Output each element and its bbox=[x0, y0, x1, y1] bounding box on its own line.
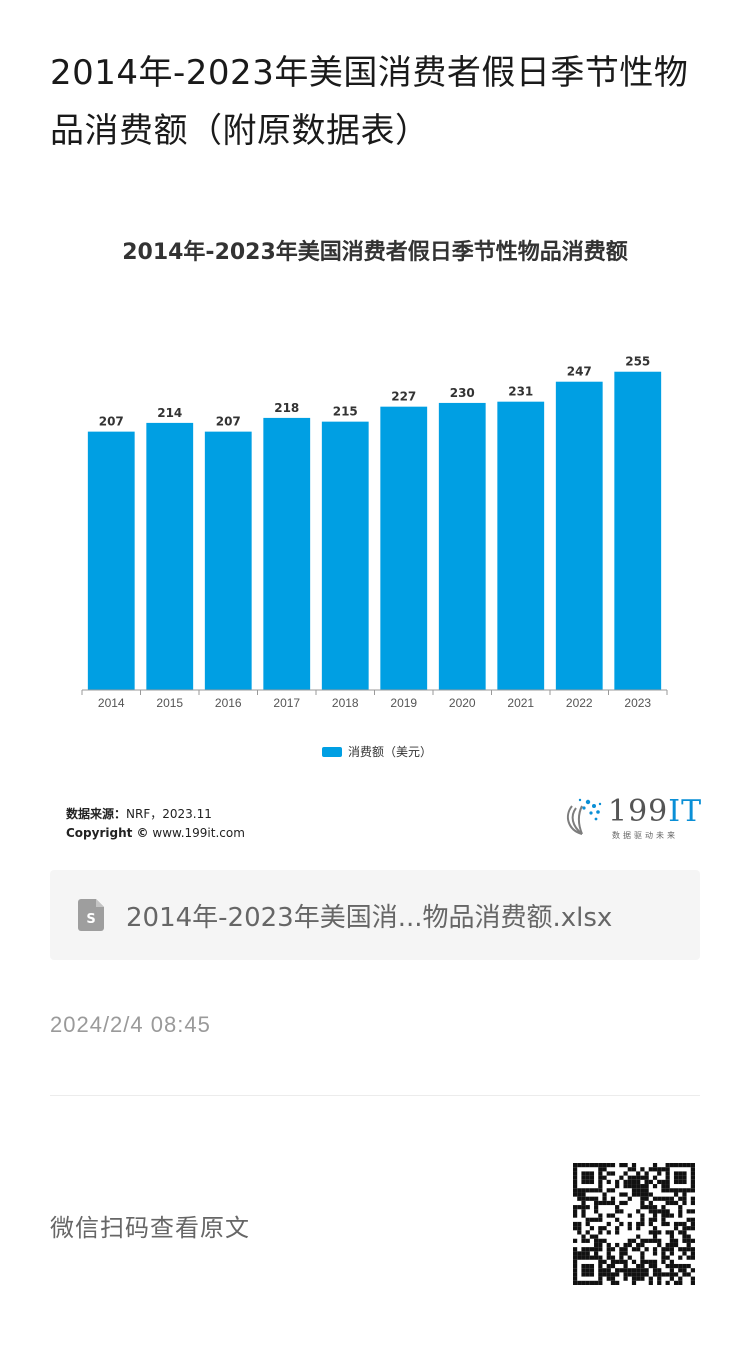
data-label-2016: 207 bbox=[216, 415, 241, 429]
wechat-scan-hint: 微信扫码查看原文 bbox=[50, 1214, 250, 1242]
data-label-2023: 255 bbox=[625, 355, 650, 369]
logo-wordmark: 199IT bbox=[608, 794, 703, 829]
bar-2023 bbox=[614, 371, 662, 690]
logo-mark-icon bbox=[566, 798, 602, 835]
copyright-line: Copyright © www.199it.com bbox=[66, 826, 245, 840]
x-tick-label-2017: 2017 bbox=[273, 696, 300, 710]
x-tick-label-2019: 2019 bbox=[390, 696, 417, 710]
bar-2020 bbox=[438, 402, 486, 690]
data-label-2015: 214 bbox=[157, 406, 182, 420]
x-tick-label-2015: 2015 bbox=[156, 696, 183, 710]
legend-swatch bbox=[322, 746, 342, 757]
chart-title: 2014年-2023年美国消费者假日季节性物品消费额 bbox=[122, 240, 628, 265]
publish-timestamp: 2024/2/4 08:45 bbox=[50, 1012, 211, 1037]
qr-code[interactable] bbox=[573, 1163, 695, 1285]
data-label-2017: 218 bbox=[274, 401, 299, 415]
copyright-value: www.199it.com bbox=[152, 826, 245, 840]
copyright-label: Copyright © bbox=[66, 826, 149, 840]
x-tick-label-2020: 2020 bbox=[449, 696, 476, 710]
bar-2015 bbox=[146, 422, 194, 690]
data-label-2020: 230 bbox=[450, 386, 475, 400]
chart-card: 207 214 207 218 215 227 230 231 247 255 2014 2015 2… bbox=[50, 200, 701, 860]
bar-2021 bbox=[497, 401, 545, 690]
data-label-2021: 231 bbox=[508, 385, 533, 399]
data-label-2014: 207 bbox=[99, 415, 124, 429]
source-label: 数据来源： bbox=[66, 807, 127, 821]
bar-2014 bbox=[87, 431, 135, 690]
spreadsheet-file-icon: S bbox=[78, 899, 104, 931]
x-tick-label-2018: 2018 bbox=[332, 696, 359, 710]
x-tick-label-2023: 2023 bbox=[624, 696, 651, 710]
199it-logo: 199IT 数据驱动未来 bbox=[558, 794, 701, 844]
data-label-2018: 215 bbox=[333, 405, 358, 419]
bar-2022 bbox=[555, 381, 603, 690]
attachment-file-card[interactable]: S 2014年-2023年美国消...物品消费额.xlsx bbox=[50, 870, 700, 960]
bar-2018 bbox=[321, 421, 369, 690]
article-title: 2014年-2023年美国消费者假日季节性物品消费额（附原数据表） bbox=[50, 53, 689, 151]
legend-label: 消费额（美元） bbox=[348, 745, 433, 759]
x-tick-label-2021: 2021 bbox=[507, 696, 534, 710]
bar-chart: 207 214 207 218 215 227 230 231 247 255 2014 2015 2… bbox=[81, 355, 668, 710]
bar-2019 bbox=[380, 406, 428, 690]
source-line: 数据来源：NRF，2023.11 bbox=[66, 805, 212, 822]
bar-2017 bbox=[263, 417, 311, 690]
data-label-2022: 247 bbox=[567, 365, 592, 379]
bar-2016 bbox=[204, 431, 252, 690]
logo-tagline: 数据驱动未来 bbox=[612, 831, 678, 840]
x-tick-label-2014: 2014 bbox=[98, 696, 125, 710]
source-value: NRF，2023.11 bbox=[126, 807, 212, 821]
data-label-2019: 227 bbox=[391, 390, 416, 404]
file-name: 2014年-2023年美国消...物品消费额.xlsx bbox=[126, 902, 613, 933]
svg-text:S: S bbox=[86, 912, 95, 927]
x-tick-label-2022: 2022 bbox=[566, 696, 593, 710]
chart-legend: 消费额（美元） bbox=[322, 743, 432, 760]
x-tick-label-2016: 2016 bbox=[215, 696, 242, 710]
divider bbox=[50, 1095, 700, 1096]
